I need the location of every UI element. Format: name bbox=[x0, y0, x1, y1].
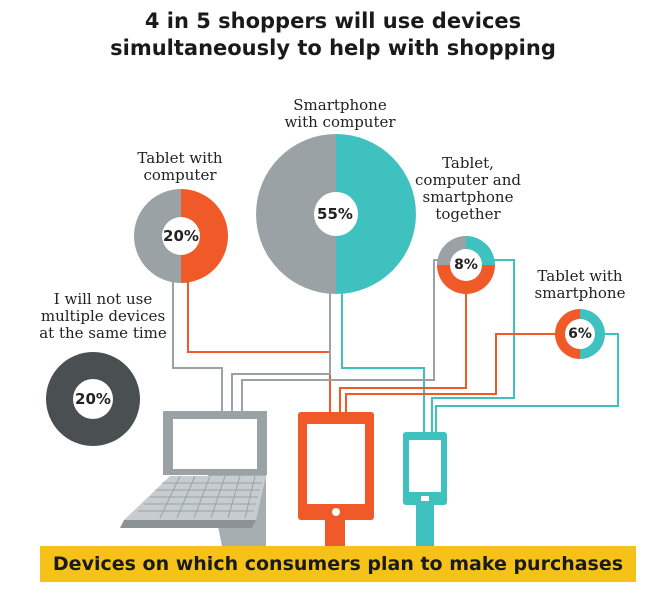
connector-tc-gray bbox=[172, 282, 223, 412]
label-line: smartphone bbox=[534, 284, 626, 302]
tablet-stand bbox=[325, 520, 345, 546]
connector-sc-teal bbox=[341, 285, 425, 432]
pie-tablet-computer-center bbox=[162, 217, 200, 255]
title-line-1: 4 in 5 shoppers will use devices bbox=[144, 9, 522, 33]
banner-text: Devices on which consumers plan to make … bbox=[52, 553, 624, 575]
laptop-icon bbox=[120, 411, 267, 546]
connector-ts-orange bbox=[345, 333, 557, 412]
label-line: Tablet, bbox=[442, 154, 494, 172]
label-smartphone-computer: Smartphone with computer bbox=[250, 97, 430, 131]
percent-smartphone-computer: 55% bbox=[317, 205, 353, 223]
label-no-multiple: I will not use multiple devices at the s… bbox=[28, 291, 178, 342]
pie-no-multiple-center bbox=[73, 379, 113, 419]
connector-tc-orange bbox=[187, 282, 331, 412]
label-tablet-smartphone: Tablet with smartphone bbox=[520, 268, 640, 302]
label-line: I will not use bbox=[53, 290, 153, 308]
pie-tablet-computer-left-half bbox=[134, 189, 181, 283]
connector-lines bbox=[172, 259, 619, 432]
banner-background bbox=[40, 546, 636, 582]
connector-sc-gray bbox=[231, 285, 331, 412]
connector-a3-orange bbox=[339, 293, 467, 412]
label-line: with computer bbox=[284, 113, 396, 131]
pie-charts bbox=[46, 134, 605, 446]
label-tablet-computer: Tablet with computer bbox=[110, 150, 250, 184]
label-line: Smartphone bbox=[293, 96, 387, 114]
label-line: computer and bbox=[415, 171, 521, 189]
pie-all-three-center bbox=[450, 249, 482, 281]
title-line-2: simultaneously to help with shopping bbox=[110, 36, 556, 60]
label-line: computer bbox=[143, 166, 217, 184]
percent-tablet-smartphone: 6% bbox=[568, 326, 592, 342]
tablet-icon bbox=[298, 412, 374, 520]
label-line: Tablet with bbox=[537, 267, 623, 285]
pie-tablet-smartphone-center bbox=[565, 319, 595, 349]
label-line: multiple devices bbox=[40, 307, 166, 325]
label-line: at the same time bbox=[39, 324, 167, 342]
pie-smartphone-computer-center bbox=[314, 192, 358, 236]
connector-ts-teal bbox=[435, 333, 619, 432]
smartphone-icon bbox=[403, 432, 447, 505]
label-line: Tablet with bbox=[137, 149, 223, 167]
percent-no-multiple: 20% bbox=[75, 390, 111, 408]
label-all-three: Tablet, computer and smartphone together bbox=[408, 155, 528, 223]
pie-tablet-computer-right-half bbox=[181, 189, 228, 283]
percent-all-three: 8% bbox=[454, 257, 478, 273]
label-line: together bbox=[435, 205, 501, 223]
label-line: smartphone bbox=[422, 188, 514, 206]
phone-stand bbox=[416, 505, 434, 546]
connector-a3-teal bbox=[431, 259, 515, 432]
pie-smartphone-computer-left-half bbox=[256, 134, 336, 294]
percent-tablet-computer: 20% bbox=[163, 227, 199, 245]
pie-smartphone-computer-right-half bbox=[336, 134, 416, 294]
connector-a3-gray bbox=[241, 259, 443, 412]
page-title: 4 in 5 shoppers will use devices simulta… bbox=[0, 8, 666, 62]
